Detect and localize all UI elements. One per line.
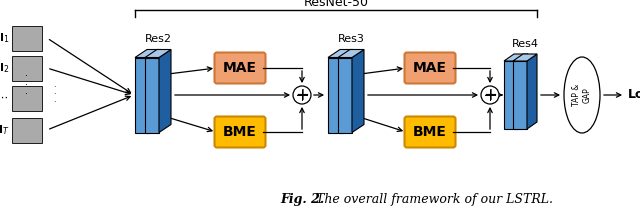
Circle shape (293, 86, 311, 104)
Polygon shape (527, 54, 537, 129)
Polygon shape (338, 58, 352, 133)
Polygon shape (159, 50, 171, 133)
Polygon shape (504, 54, 528, 61)
Text: ·
·
·: · · · (52, 83, 55, 107)
Polygon shape (342, 50, 354, 133)
FancyBboxPatch shape (12, 55, 42, 81)
Text: $\mathbf{I}_2$: $\mathbf{I}_2$ (0, 61, 9, 75)
FancyBboxPatch shape (12, 26, 42, 50)
Text: The overall framework of our LSTRL.: The overall framework of our LSTRL. (308, 193, 553, 207)
FancyBboxPatch shape (12, 118, 42, 142)
FancyBboxPatch shape (404, 53, 456, 84)
Text: $\mathbf{Loss}$: $\mathbf{Loss}$ (627, 88, 640, 101)
Text: MAE: MAE (413, 61, 447, 75)
Text: BME: BME (223, 125, 257, 139)
FancyBboxPatch shape (12, 85, 42, 111)
Polygon shape (338, 50, 364, 58)
Text: Res4: Res4 (511, 39, 538, 49)
Text: MAE: MAE (223, 61, 257, 75)
Text: ResNet-50: ResNet-50 (303, 0, 369, 9)
Polygon shape (135, 58, 149, 133)
Polygon shape (145, 58, 159, 133)
Text: Fig. 2.: Fig. 2. (280, 193, 324, 207)
Text: TAP &
GAP: TAP & GAP (572, 84, 592, 106)
Text: Res2: Res2 (145, 35, 172, 45)
Polygon shape (145, 50, 171, 58)
Polygon shape (352, 50, 364, 133)
FancyBboxPatch shape (404, 116, 456, 147)
Text: +: + (295, 86, 309, 104)
Text: $\mathbf{I}_T$: $\mathbf{I}_T$ (0, 123, 9, 137)
Text: Res3: Res3 (337, 35, 364, 45)
Polygon shape (328, 50, 354, 58)
Polygon shape (328, 58, 342, 133)
FancyBboxPatch shape (214, 53, 266, 84)
Polygon shape (504, 61, 518, 129)
Polygon shape (149, 50, 161, 133)
Circle shape (481, 86, 499, 104)
Polygon shape (518, 54, 528, 129)
Text: $\mathbf{I}_1$: $\mathbf{I}_1$ (0, 31, 9, 45)
Polygon shape (513, 54, 537, 61)
Polygon shape (513, 61, 527, 129)
Text: $\mathbf{I}_t\!\cdots$: $\mathbf{I}_t\!\cdots$ (0, 91, 9, 105)
Text: BME: BME (413, 125, 447, 139)
FancyBboxPatch shape (214, 116, 266, 147)
Ellipse shape (564, 57, 600, 133)
Text: ·
·
·: · · · (26, 71, 29, 99)
Text: +: + (483, 86, 497, 104)
Polygon shape (135, 50, 161, 58)
